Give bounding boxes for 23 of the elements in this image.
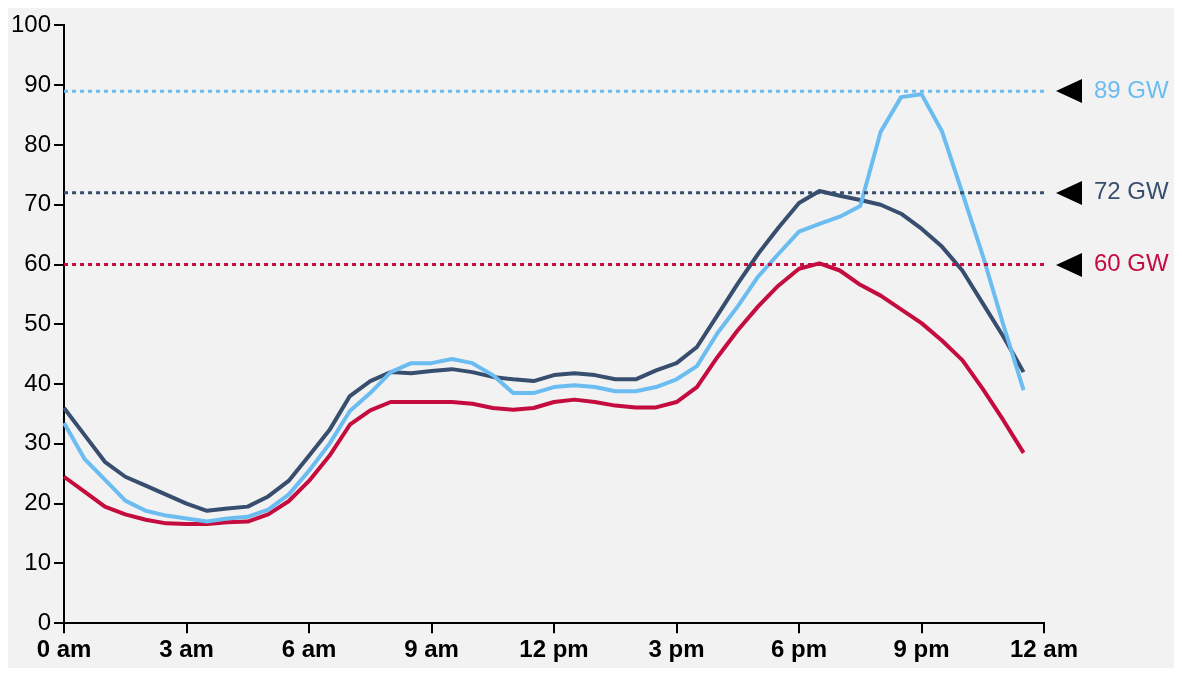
y-tick-label: 70 [24, 189, 52, 217]
x-tick-label: 3 am [159, 635, 214, 663]
x-tick-label: 0 am [36, 635, 92, 663]
y-tick-label: 20 [24, 488, 52, 516]
ref-line-label: 60 GW [1094, 249, 1170, 277]
y-tick-label: 40 [24, 368, 52, 396]
x-tick-label: 6 am [281, 635, 337, 663]
x-tick-label: 6 pm [771, 635, 828, 663]
y-tick-label: 0 [37, 607, 52, 635]
y-tick-label: 90 [24, 69, 52, 97]
x-tick-label: 9 am [404, 635, 459, 663]
y-tick-label: 50 [24, 308, 52, 336]
x-tick-label: 3 pm [648, 635, 705, 663]
y-tick-label: 100 [11, 10, 52, 38]
y-tick-label: 30 [24, 428, 52, 456]
y-tick-label: 60 [24, 249, 52, 277]
ref-line-label: 72 GW [1094, 177, 1170, 205]
x-tick-label: 9 pm [893, 635, 950, 663]
y-tick-label: 80 [24, 129, 52, 157]
y-tick-label: 10 [24, 548, 52, 576]
ref-line-label: 89 GW [1094, 75, 1170, 103]
x-tick-label: 12 am [1009, 635, 1079, 663]
x-tick-label: 12 pm [519, 635, 589, 663]
